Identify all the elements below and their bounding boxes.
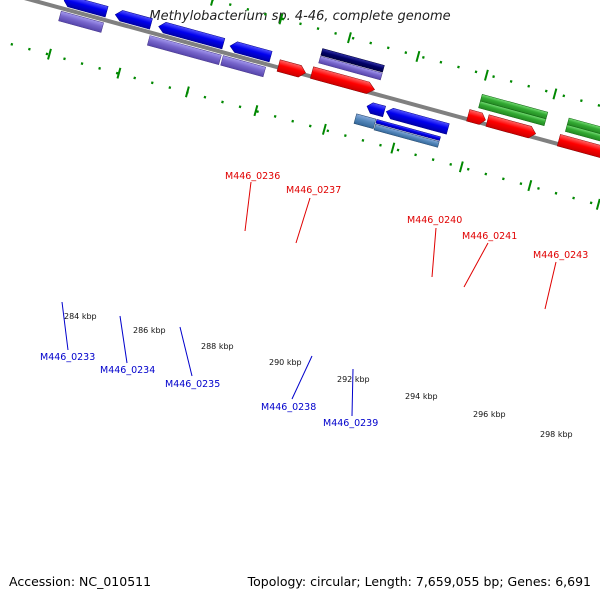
gene-0237-purple[interactable] bbox=[318, 55, 383, 81]
gene-0243-arrow[interactable] bbox=[556, 134, 600, 162]
gene-0238-arrow[interactable] bbox=[365, 101, 386, 118]
gene-label-0240: M446_0240 bbox=[407, 215, 462, 226]
tick-label-298: 298 kbp bbox=[540, 430, 573, 439]
genome-backbone bbox=[22, 0, 600, 195]
gene-label-0236: M446_0236 bbox=[225, 171, 280, 182]
gene-0240-green-b[interactable] bbox=[478, 100, 547, 127]
genome-summary: Topology: circular; Length: 7,659,055 bp… bbox=[247, 574, 591, 589]
gene-0235-cds[interactable] bbox=[220, 55, 267, 78]
gene-0237-arrow[interactable] bbox=[310, 66, 376, 96]
gene-labels-top: M446_0236 M446_0237 M446_0240 M446_0241 … bbox=[225, 171, 588, 261]
major-ticks bbox=[47, 0, 600, 210]
gene-0237-navy[interactable] bbox=[320, 48, 385, 73]
gene-0239-arrow[interactable] bbox=[385, 107, 450, 135]
gene-0235-arrow[interactable] bbox=[229, 40, 273, 63]
gene-label-0243: M446_0243 bbox=[533, 250, 588, 261]
accession-label: Accession: NC_010511 bbox=[9, 574, 152, 589]
gene-0240-arrow[interactable] bbox=[466, 109, 488, 126]
gene-0241-arrow[interactable] bbox=[485, 114, 537, 140]
gene-label-0238: M446_0238 bbox=[261, 402, 316, 413]
gene-0239-cds-b[interactable] bbox=[373, 123, 440, 148]
tick-label-292: 292 kbp bbox=[337, 375, 370, 384]
gene-0238-cds[interactable] bbox=[353, 113, 377, 130]
gene-0232-arrow[interactable] bbox=[63, 0, 109, 18]
gene-0232-cds[interactable] bbox=[58, 10, 104, 33]
gene-0234-arrow[interactable] bbox=[157, 21, 226, 50]
tick-labels: 284 kbp 286 kbp 288 kbp 290 kbp 292 kbp … bbox=[64, 312, 573, 439]
gene-label-0239: M446_0239 bbox=[323, 418, 378, 429]
tick-label-288: 288 kbp bbox=[201, 342, 234, 351]
gene-label-0233: M446_0233 bbox=[40, 352, 95, 363]
tick-label-290: 290 kbp bbox=[269, 358, 302, 367]
gene-label-0241: M446_0241 bbox=[462, 231, 517, 242]
tick-label-296: 296 kbp bbox=[473, 410, 506, 419]
genome-title: Methylobacterium sp. 4-46, complete geno… bbox=[149, 9, 451, 24]
gene-label-0235: M446_0235 bbox=[165, 379, 220, 390]
gene-0239-cds-a[interactable] bbox=[375, 119, 441, 141]
gene-0234-cds[interactable] bbox=[147, 35, 222, 65]
gene-0236-arrow[interactable] bbox=[276, 59, 307, 79]
gene-0243-green-b[interactable] bbox=[565, 124, 600, 148]
tick-label-294: 294 kbp bbox=[405, 392, 438, 401]
gene-labels-bottom: M446_0233 M446_0234 M446_0235 M446_0238 … bbox=[40, 352, 378, 429]
top-leader-lines bbox=[244, 181, 557, 310]
tick-label-286: 286 kbp bbox=[133, 326, 166, 335]
tick-label-284: 284 kbp bbox=[64, 312, 97, 321]
gene-0233-arrow[interactable] bbox=[114, 9, 153, 30]
gene-label-0237: M446_0237 bbox=[286, 185, 341, 196]
gene-label-0234: M446_0234 bbox=[100, 365, 155, 376]
bottom-leader-lines bbox=[61, 301, 354, 417]
